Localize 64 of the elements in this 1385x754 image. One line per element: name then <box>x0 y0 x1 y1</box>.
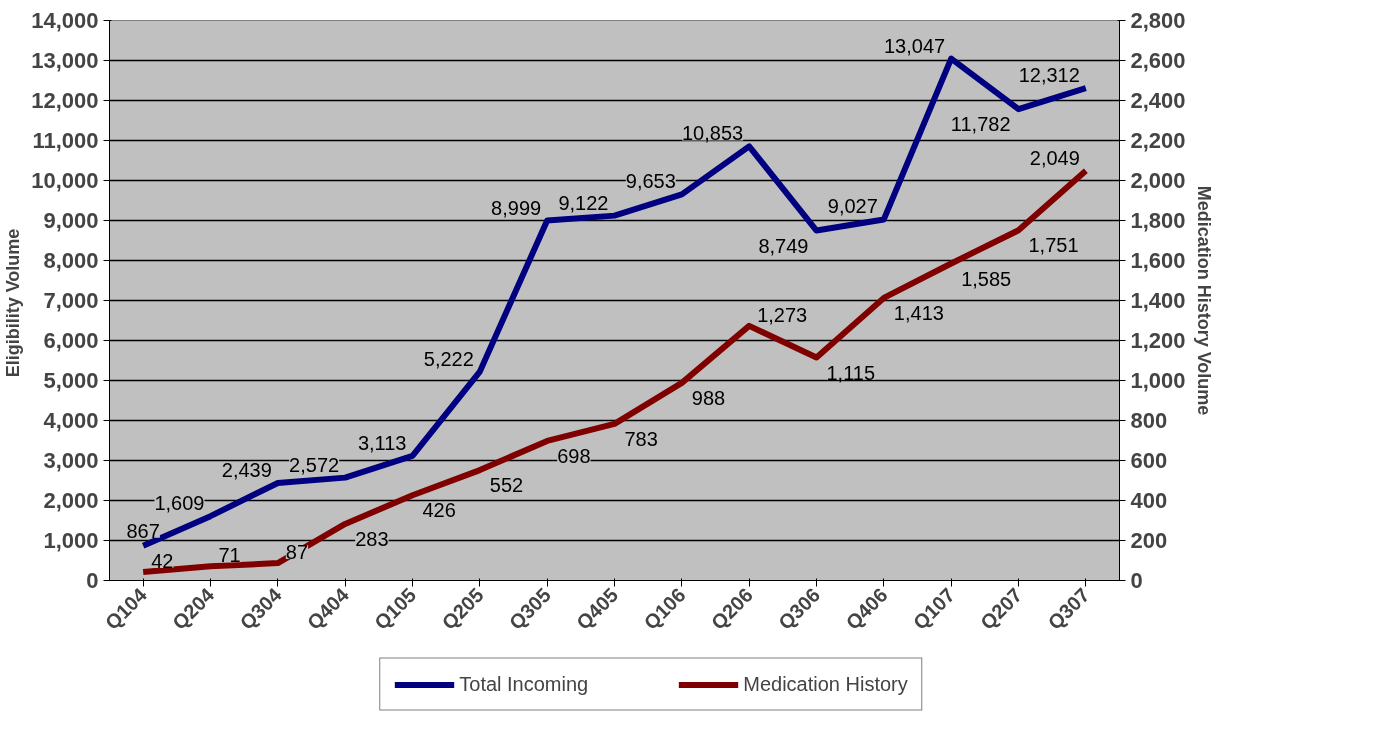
legend-label: Medication History <box>743 672 908 696</box>
y2-tick-label: 2,200 <box>1130 128 1186 153</box>
y2-tick-label: 2,600 <box>1130 48 1186 73</box>
data-label: 87 <box>285 541 309 564</box>
y-tick-label: 14,000 <box>31 8 99 33</box>
data-label: 5,222 <box>423 347 474 370</box>
data-label: 1,585 <box>961 267 1012 290</box>
data-label: 13,047 <box>883 34 946 57</box>
data-label: 11,782 <box>950 113 1011 136</box>
data-label: 10,853 <box>681 122 744 145</box>
data-label: 42 <box>151 550 174 573</box>
y-tick-label: 8,000 <box>43 248 99 273</box>
data-label: 2,572 <box>289 453 340 476</box>
y-tick-label: 6,000 <box>43 328 99 353</box>
data-label: 867 <box>126 519 160 542</box>
y-tick-label: 9,000 <box>43 208 99 233</box>
data-label: 1,413 <box>893 301 944 324</box>
data-label: 2,049 <box>1029 146 1080 169</box>
y2-tick-label: 1,200 <box>1130 328 1186 353</box>
data-label: 1,273 <box>757 303 808 326</box>
data-label: 9,027 <box>827 195 878 218</box>
y-tick-label: 12,000 <box>31 88 99 113</box>
data-label: 1,115 <box>826 361 876 384</box>
y2-tick-label: 0 <box>1130 568 1143 593</box>
data-label: 71 <box>218 544 241 567</box>
data-label: 2,439 <box>221 458 272 481</box>
y2-tick-label: 600 <box>1130 448 1168 473</box>
y-tick-label: 2,000 <box>43 488 99 513</box>
data-label: 783 <box>624 427 658 450</box>
y-tick-label: 1,000 <box>43 528 99 553</box>
y-tick-label: 5,000 <box>43 368 99 393</box>
legend-label: Total Incoming <box>459 672 589 696</box>
data-label: 9,653 <box>625 170 676 193</box>
data-label: 12,312 <box>1018 64 1080 87</box>
y2-tick-label: 800 <box>1130 408 1168 433</box>
data-label: 9,122 <box>558 191 609 214</box>
y-tick-label: 4,000 <box>43 408 99 433</box>
y-tick-label: 13,000 <box>31 48 99 73</box>
y-tick-label: 3,000 <box>43 448 99 473</box>
data-label: 8,749 <box>758 234 809 257</box>
y2-tick-label: 1,600 <box>1130 248 1186 273</box>
data-label: 698 <box>557 444 591 467</box>
data-label: 8,999 <box>491 196 542 219</box>
data-label: 552 <box>489 474 524 497</box>
y-tick-label: 10,000 <box>31 168 99 193</box>
y-tick-label: 7,000 <box>43 288 99 313</box>
y2-axis-title: Medication History Volume <box>1193 185 1214 416</box>
y2-tick-label: 2,800 <box>1130 8 1186 33</box>
data-label: 426 <box>422 499 456 522</box>
data-label: 283 <box>355 527 389 550</box>
data-label: 988 <box>691 386 726 409</box>
y-axis-title: Eligibility Volume <box>3 228 24 378</box>
y2-tick-label: 2,000 <box>1130 168 1186 193</box>
y-tick-label: 11,000 <box>32 128 99 153</box>
y2-tick-label: 400 <box>1130 488 1168 513</box>
y2-tick-label: 200 <box>1130 528 1168 553</box>
y2-tick-label: 1,800 <box>1130 208 1186 233</box>
data-label: 1,751 <box>1028 234 1079 257</box>
data-label: 3,113 <box>357 431 407 454</box>
y-tick-label: 0 <box>86 568 99 593</box>
y2-tick-label: 1,400 <box>1130 288 1186 313</box>
data-label: 1,609 <box>154 492 205 515</box>
y2-tick-label: 1,000 <box>1130 368 1186 393</box>
y2-tick-label: 2,400 <box>1130 88 1186 113</box>
